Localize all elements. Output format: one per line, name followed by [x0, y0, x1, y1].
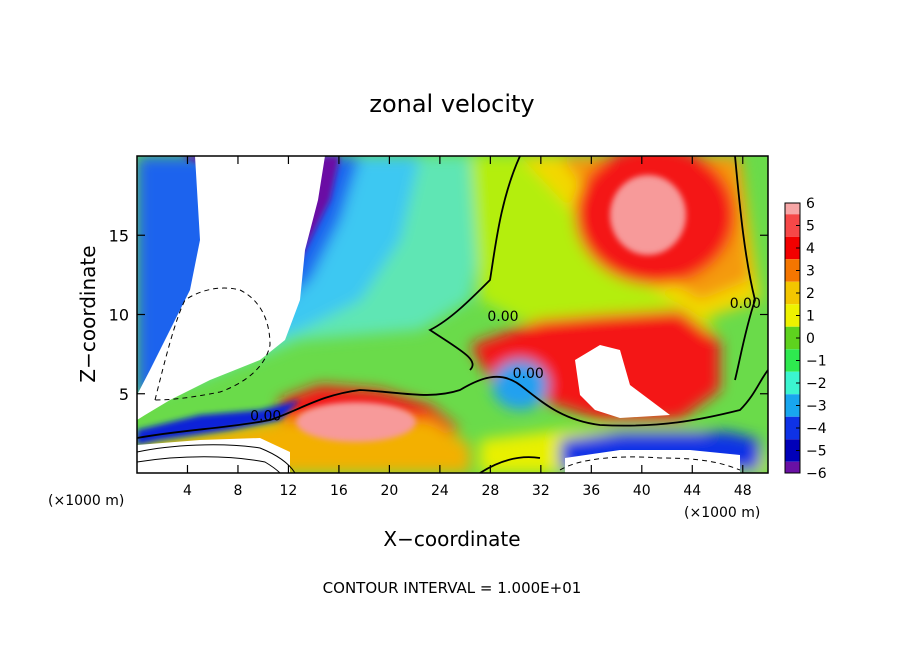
- colorbar-label: 6: [806, 196, 815, 212]
- x-tick-label: 36: [582, 483, 600, 499]
- colorbar-swatch: [785, 304, 800, 327]
- colorbar-swatch: [785, 349, 800, 372]
- colorbar-label: 4: [806, 241, 815, 257]
- colorbar-swatch: [785, 236, 800, 260]
- colorbar-label: 0: [806, 331, 815, 347]
- field-region-max-pink-upper: [610, 175, 686, 255]
- colorbar-swatch: [785, 461, 800, 473]
- y-tick-label: 5: [119, 385, 129, 404]
- contour-label: 0.00: [487, 309, 518, 325]
- colorbar-label: −3: [806, 399, 827, 415]
- masked-region-bottom-left: [137, 438, 290, 473]
- contour-label: 0.00: [250, 409, 281, 425]
- x-unit-right: (×1000 m): [684, 505, 760, 521]
- dashed-contour-left: [154, 287, 271, 401]
- contour-label: 0.00: [730, 296, 761, 312]
- colorbar-label: 2: [806, 286, 815, 302]
- colorbar-swatch: [785, 214, 800, 237]
- colorbar-swatch: [785, 394, 800, 417]
- colorbar-swatch: [785, 281, 800, 305]
- colorbar-label: 3: [806, 264, 815, 280]
- x-tick-label: 48: [734, 483, 752, 499]
- zero-contour-lower: [137, 369, 768, 439]
- y-tick-label: 15: [109, 226, 129, 245]
- masked-region-bottom-right: [565, 450, 740, 473]
- y-tick-label: 10: [109, 306, 129, 325]
- contour-labels: 0.00 0.00 0.00 0.00: [250, 296, 761, 425]
- colorbar-label: −1: [806, 354, 827, 370]
- colorbar-swatch: [785, 371, 800, 395]
- field-region-max-pink-lower: [296, 402, 416, 442]
- x-tick-label: 44: [683, 483, 701, 499]
- zero-contour-bottom: [479, 456, 541, 473]
- solid-contour-bottom-2: [137, 456, 281, 473]
- solid-contour-bottom-1: [137, 444, 296, 473]
- y-axis-ticks: 5 10 15: [109, 226, 768, 404]
- contour-interval-note: CONTOUR INTERVAL = 1.000E+01: [323, 579, 582, 597]
- colorbar-swatch: [785, 416, 800, 440]
- field-region-lowlevel-band: [137, 400, 300, 445]
- x-tick-label: 20: [380, 483, 398, 499]
- x-tick-label: 8: [233, 483, 242, 499]
- colorbar: 6 5 4 3 2 1 0 −1 −2 −3 −4 −5 −6: [784, 196, 827, 482]
- colorbar-label: 1: [806, 309, 815, 325]
- dashed-contour-bottom-right: [559, 456, 741, 471]
- colorbar-label: −2: [806, 376, 827, 392]
- colorbar-swatch: [785, 203, 800, 215]
- colorbar-label: −5: [806, 444, 827, 460]
- contour-label: 0.00: [513, 366, 544, 382]
- chart-title: zonal velocity: [369, 90, 534, 118]
- x-unit-left: (×1000 m): [48, 493, 124, 509]
- x-axis-label: X−coordinate: [383, 527, 520, 551]
- x-axis-ticks: 4 8 12 16 20 24 28 32 36 40 44 48: [183, 156, 752, 499]
- x-tick-label: 40: [633, 483, 651, 499]
- colorbar-swatch: [785, 326, 800, 350]
- masked-region-upper-left: [137, 156, 325, 420]
- x-tick-label: 16: [330, 483, 348, 499]
- x-tick-label: 32: [532, 483, 550, 499]
- negative-contours: [137, 287, 741, 473]
- zero-contour-upper: [428, 156, 521, 371]
- x-tick-label: 28: [481, 483, 499, 499]
- x-tick-label: 12: [280, 483, 298, 499]
- colorbar-label: −6: [806, 466, 827, 482]
- contour-lines: [137, 156, 768, 473]
- colorbar-label: −4: [806, 421, 827, 437]
- zero-contour-right: [734, 156, 756, 381]
- colorbar-swatch: [785, 259, 800, 282]
- x-tick-label: 24: [431, 483, 449, 499]
- x-tick-label: 4: [183, 483, 192, 499]
- colorbar-swatch: [785, 439, 800, 462]
- colorbar-label: 5: [806, 219, 815, 235]
- y-axis-label: Z−coordinate: [76, 245, 100, 382]
- masked-region-right: [575, 345, 670, 418]
- velocity-field: [137, 156, 768, 473]
